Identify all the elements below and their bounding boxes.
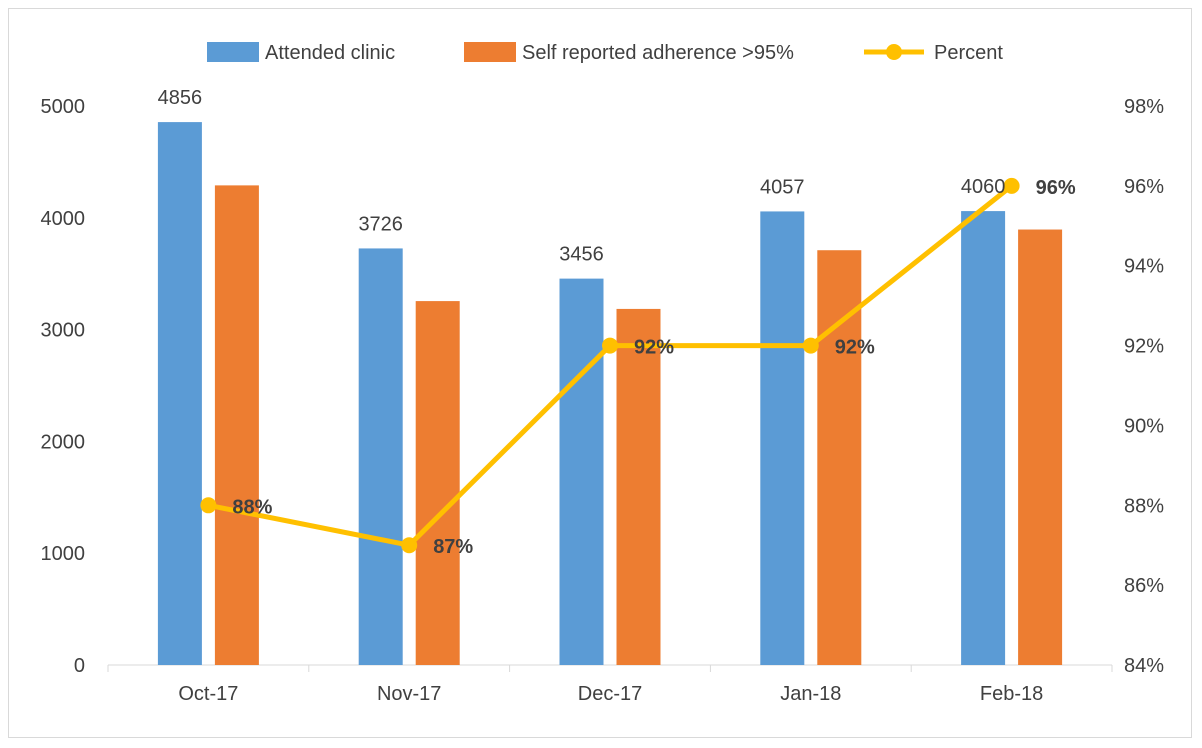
bar-attended-clinic [961, 211, 1006, 666]
bar-self-reported-adherence [817, 250, 862, 666]
x-category-label: Oct-17 [178, 683, 238, 705]
right-axis-tick-label: 86% [1124, 575, 1164, 597]
legend-marker-percent [886, 44, 902, 60]
legend-label: Percent [934, 42, 1003, 64]
right-axis-tick-label: 96% [1124, 176, 1164, 198]
percent-marker [200, 497, 217, 514]
percent-marker [401, 537, 418, 554]
bar-data-label: 4856 [158, 87, 203, 109]
percent-line-path [207, 183, 1014, 548]
chart-frame: Attended clinic Self reported adherence >… [8, 8, 1192, 738]
left-axis-tick-label: 1000 [41, 543, 86, 565]
percent-marker [1003, 177, 1020, 194]
percent-line [200, 177, 1020, 554]
bar-data-label: 4060 [961, 176, 1006, 198]
right-axis-tick-label: 88% [1124, 495, 1164, 517]
x-category-label: Nov-17 [377, 683, 441, 705]
right-axis-tick-label: 84% [1124, 655, 1164, 677]
legend-swatch-self-reported-adherence [464, 42, 516, 62]
bar-attended-clinic [760, 211, 805, 665]
percent-data-label: 92% [835, 337, 875, 359]
bar-self-reported-adherence [415, 301, 460, 665]
bars [157, 122, 1063, 666]
bar-self-reported-adherence [214, 185, 259, 666]
percent-marker [602, 337, 618, 354]
right-axis-tick-label: 98% [1124, 96, 1164, 118]
axes: 0 1000 2000 3000 4000 5000 84% 86% 88% 90% 92% 94% 9… [41, 96, 1165, 705]
percent-data-label: 92% [634, 337, 674, 359]
right-axis-tick-label: 92% [1124, 336, 1164, 358]
bar-attended-clinic [358, 248, 403, 665]
percent-data-label: 88% [232, 496, 272, 518]
bar-self-reported-adherence [1018, 229, 1063, 665]
bar-data-label: 3726 [358, 213, 403, 235]
left-axis-tick-label: 0 [74, 655, 85, 677]
percent-marker [802, 337, 819, 354]
legend-label: Self reported adherence >95% [522, 42, 794, 64]
bar-attended-clinic [157, 122, 202, 666]
left-axis-tick-label: 3000 [41, 320, 86, 342]
percent-data-label: 96% [1036, 177, 1076, 199]
bar-attended-clinic [559, 278, 604, 665]
bar-data-label: 3456 [559, 244, 604, 266]
x-category-label: Dec-17 [578, 683, 642, 705]
data-labels: 4856 3726 3456 4057 4060 88% 87% 92% 92% 96% [158, 87, 1076, 558]
legend-swatch-attended-clinic [207, 42, 259, 62]
bar-self-reported-adherence [616, 308, 661, 665]
left-axis-tick-label: 5000 [41, 96, 86, 118]
legend-label: Attended clinic [265, 42, 395, 64]
percent-data-label: 87% [433, 536, 473, 558]
bar-data-label: 4057 [760, 176, 805, 198]
left-axis-tick-label: 2000 [41, 431, 86, 453]
right-axis-tick-label: 94% [1124, 256, 1164, 278]
left-axis-tick-label: 4000 [41, 208, 86, 230]
x-category-label: Jan-18 [780, 683, 841, 705]
x-category-label: Feb-18 [980, 683, 1043, 705]
combo-chart: Attended clinic Self reported adherence >… [41, 42, 1165, 705]
legend: Attended clinic Self reported adherence >… [207, 42, 1003, 64]
right-axis-tick-label: 90% [1124, 415, 1164, 437]
